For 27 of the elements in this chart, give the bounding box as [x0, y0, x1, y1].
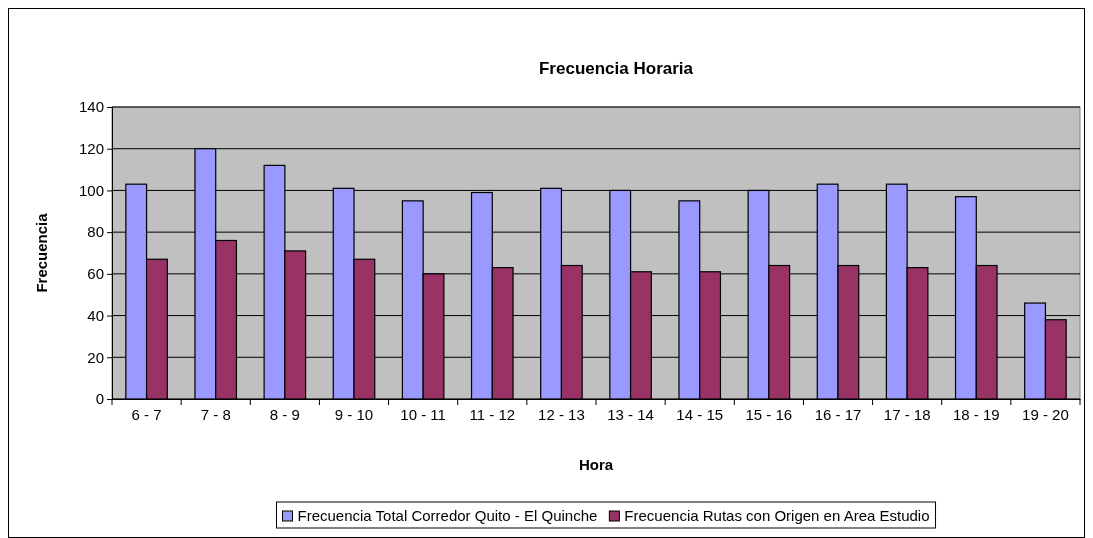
y-tick-label: 140 [78, 98, 104, 116]
x-tick-label: 13 - 14 [607, 406, 654, 423]
x-tick-label: 11 - 12 [469, 406, 516, 423]
x-tick-label: 7 - 8 [200, 406, 231, 423]
legend-label: Frecuencia Rutas con Origen en Area Estudio [624, 507, 930, 524]
y-tick-label: 120 [78, 140, 104, 158]
x-tick-label: 9 - 10 [334, 406, 374, 423]
legend-label: Frecuencia Total Corredor Quito - El Quinche [297, 507, 598, 524]
y-tick-label: 20 [87, 348, 104, 366]
x-tick-label: 14 - 15 [676, 406, 724, 423]
x-tick-label: 10 - 11 [400, 406, 446, 423]
x-tick-label: 12 - 13 [538, 406, 585, 423]
y-tick-label: 100 [78, 181, 104, 199]
x-axis-title: Hora [578, 456, 614, 473]
y-tick-label: 80 [87, 223, 104, 241]
y-tick-label: 40 [87, 306, 104, 324]
y-tick-label: 60 [87, 265, 104, 283]
x-tick-label: 16 - 17 [814, 406, 862, 423]
x-tick-label: 15 - 16 [745, 406, 793, 423]
x-tick-label: 17 - 18 [883, 406, 931, 423]
y-axis-title: Frecuencia [33, 212, 50, 293]
chart-title: Frecuencia Horaria [538, 59, 694, 78]
x-tick-label: 6 - 7 [131, 406, 162, 423]
x-tick-label: 19 - 20 [1022, 406, 1069, 423]
y-tick-label: 0 [95, 390, 104, 408]
x-tick-label: 8 - 9 [269, 406, 300, 423]
x-tick-label: 18 - 19 [952, 406, 1000, 423]
